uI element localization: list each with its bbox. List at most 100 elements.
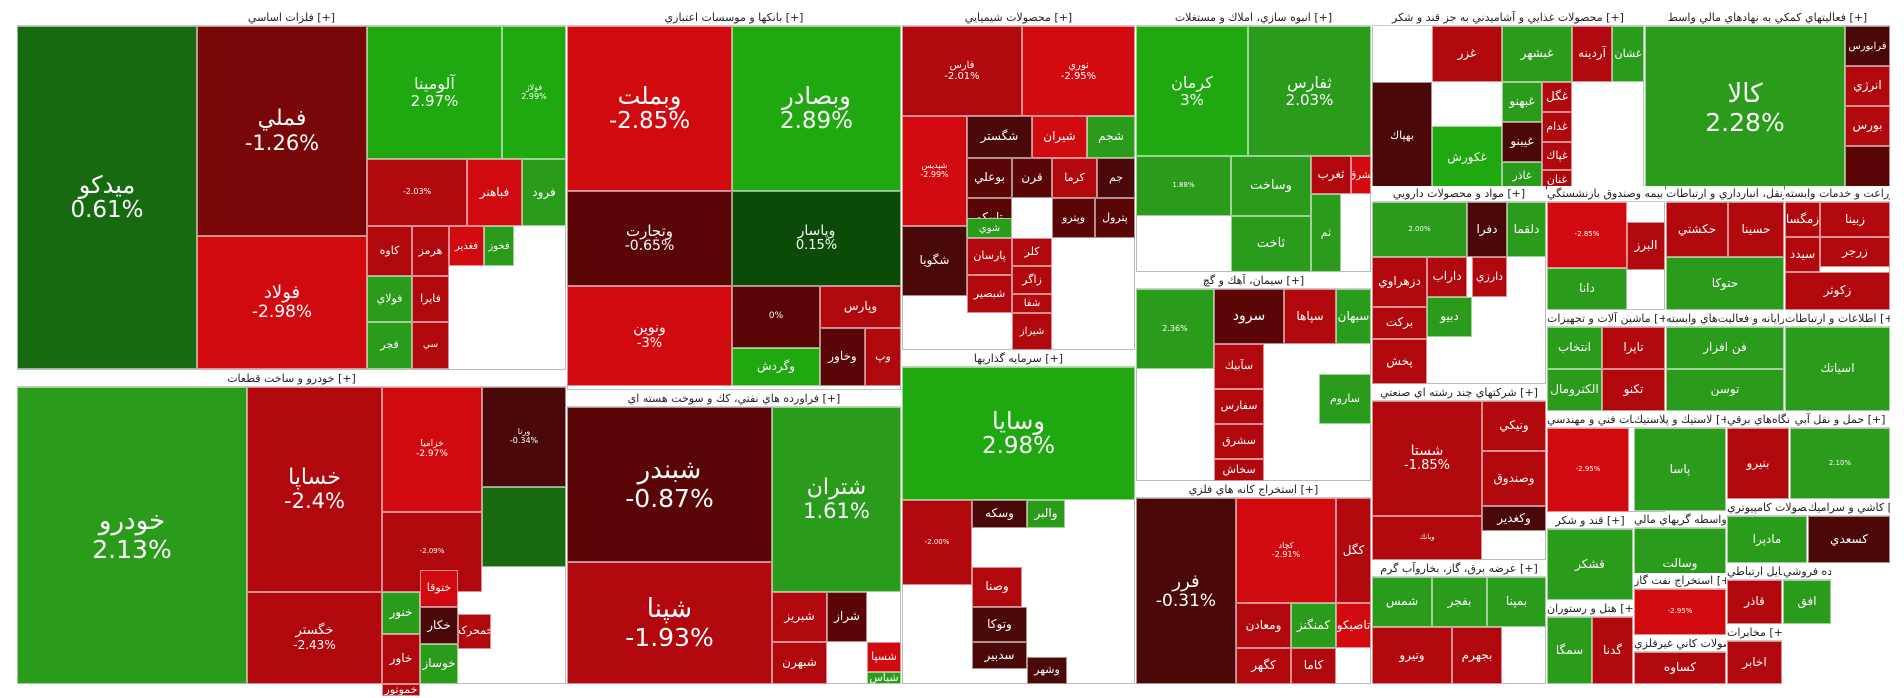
stock-tile[interactable]: فرابورس xyxy=(1845,26,1890,66)
stock-tile[interactable]: فملي -1.26% xyxy=(197,26,367,236)
stock-tile[interactable]: ثشرق xyxy=(1351,156,1371,194)
sector-header[interactable]: محصولات غذايي و آشاميدني به جز قند و شكر… xyxy=(1372,10,1644,26)
stock-tile[interactable]: وكغدير xyxy=(1482,506,1546,531)
stock-tile[interactable]: شتران 1.61% xyxy=(772,407,901,592)
stock-tile[interactable]: شپاس xyxy=(867,672,901,684)
stock-tile[interactable]: غپاك xyxy=(1542,142,1572,170)
stock-tile[interactable]: بركت xyxy=(1372,307,1427,339)
stock-tile[interactable]: كاما xyxy=(1291,648,1336,684)
sector-header[interactable]: قند و شكر [+] xyxy=(1547,513,1633,529)
stock-tile[interactable]: سپاها xyxy=(1284,289,1336,344)
stock-tile[interactable]: سآبيك xyxy=(1214,344,1264,389)
sector-header[interactable]: مواد و محصولات دارويي [+] xyxy=(1372,186,1546,202)
sector-header[interactable]: ماشين آلات و تجهيزات [+] xyxy=(1547,311,1665,327)
stock-tile[interactable]: وپاسار 0.15% xyxy=(732,191,901,286)
stock-tile[interactable]: سي xyxy=(412,322,449,369)
sector-header[interactable]: هتل و رستوران [+] xyxy=(1547,601,1633,617)
stock-tile[interactable]: غكورش xyxy=(1432,126,1502,190)
stock-tile[interactable] xyxy=(1845,146,1890,190)
stock-tile[interactable]: كاوه xyxy=(367,226,412,276)
stock-tile[interactable]: فولاژ 2.99% xyxy=(502,26,566,159)
stock-tile[interactable]: شپنا -1.93% xyxy=(567,562,772,684)
stock-tile[interactable]: فجر xyxy=(367,322,412,369)
stock-tile[interactable]: شبندر -0.87% xyxy=(567,407,772,562)
stock-tile[interactable]: بورس xyxy=(1845,106,1890,146)
stock-tile[interactable]: ساروم xyxy=(1319,374,1371,424)
sector-header[interactable]: رايانه و فعاليت‌هاي وابسته [+] xyxy=(1666,311,1784,327)
stock-tile[interactable]: زكوثر xyxy=(1785,272,1890,310)
sector-header[interactable]: فعاليتهاي كمكي به نهادهاي مالي واسط [+] xyxy=(1645,10,1890,26)
stock-tile[interactable]: كگهر xyxy=(1236,648,1291,684)
sector-header[interactable]: خودرو و ساخت قطعات [+] xyxy=(17,371,566,387)
stock-tile[interactable]: دانا xyxy=(1547,268,1627,310)
stock-tile[interactable]: اخابر xyxy=(1727,641,1782,684)
stock-tile[interactable]: 2.36% xyxy=(1136,289,1214,369)
stock-tile[interactable]: ميدكو 0.61% xyxy=(17,26,197,369)
sector-header[interactable]: محصولات شيميايي [+] xyxy=(902,10,1135,26)
stock-tile[interactable]: افق xyxy=(1783,580,1831,624)
stock-tile[interactable]: دفرا xyxy=(1467,202,1507,257)
stock-tile[interactable]: پاسا xyxy=(1634,428,1726,511)
stock-tile[interactable]: مادپرا xyxy=(1727,516,1807,563)
stock-tile[interactable]: وبانك xyxy=(1372,516,1482,560)
stock-tile[interactable]: خزاميا -2.97% xyxy=(382,387,482,512)
stock-tile[interactable]: فرود xyxy=(522,159,566,226)
stock-tile[interactable]: انرژي xyxy=(1845,66,1890,106)
stock-tile[interactable]: فخوز xyxy=(484,226,514,266)
stock-tile[interactable]: غدام xyxy=(1542,112,1572,142)
stock-tile[interactable]: خساپا -2.4% xyxy=(247,387,382,592)
stock-tile[interactable]: هرمز xyxy=(412,226,449,276)
stock-tile[interactable]: ختوقا xyxy=(420,570,458,607)
sector-header[interactable]: شركتهاي چند رشته اي صنعتي [+] xyxy=(1372,385,1546,401)
stock-tile[interactable]: زمگسا xyxy=(1785,202,1820,237)
stock-tile[interactable]: وسكه xyxy=(972,500,1027,528)
stock-tile[interactable]: جم xyxy=(1097,158,1135,198)
stock-tile[interactable]: سخاش xyxy=(1214,459,1264,481)
stock-tile[interactable]: تاصيكو xyxy=(1336,603,1371,648)
stock-tile[interactable]: فولاد -2.98% xyxy=(197,236,367,369)
stock-tile[interactable]: پخش xyxy=(1372,339,1427,384)
stock-tile[interactable]: زرجر xyxy=(1820,237,1890,267)
stock-tile[interactable]: غگل xyxy=(1542,82,1572,112)
stock-tile[interactable]: شپديس -2.99% xyxy=(902,116,967,226)
stock-tile[interactable]: غيبنو xyxy=(1502,122,1542,162)
stock-tile[interactable]: غبهنو xyxy=(1502,82,1542,122)
sector-header[interactable]: عرضه برق، گاز، بخاروآب گرم [+] xyxy=(1372,561,1546,577)
stock-tile[interactable]: آردينه xyxy=(1572,26,1612,82)
stock-tile[interactable]: فرر -0.31% xyxy=(1136,498,1236,684)
sector-header[interactable]: حمل و نقل آبي [+] xyxy=(1790,412,1890,428)
stock-tile[interactable]: -2.85% xyxy=(1547,202,1627,268)
stock-tile[interactable]: قاذر xyxy=(1727,580,1782,624)
stock-tile[interactable]: خكار xyxy=(420,607,458,644)
stock-tile[interactable]: بهپاك xyxy=(1372,82,1432,190)
stock-tile[interactable]: اسياتك xyxy=(1785,327,1890,411)
stock-tile[interactable]: وبصادر 2.89% xyxy=(732,26,901,191)
stock-tile[interactable]: گدنا xyxy=(1592,617,1633,684)
stock-tile[interactable]: كساوه xyxy=(1634,652,1726,684)
stock-tile[interactable]: خاور xyxy=(382,634,420,684)
stock-tile[interactable]: الكترومال xyxy=(1547,369,1602,411)
sector-header[interactable]: انبوه سازي، املاك و مستغلات [+] xyxy=(1136,10,1371,26)
stock-tile[interactable]: پترول xyxy=(1095,198,1135,238)
stock-tile[interactable]: سبهان xyxy=(1336,289,1371,344)
stock-tile[interactable]: -2.03% xyxy=(367,159,467,226)
sector-header[interactable]: بيمه وصندوق بازنشستگي [+] xyxy=(1547,186,1665,202)
sector-header[interactable]: سرمايه گذاريها [+] xyxy=(902,351,1135,367)
stock-tile[interactable]: -2.95% xyxy=(1547,428,1629,512)
sector-header[interactable]: فلزات اساسي [+] xyxy=(17,10,566,26)
stock-tile[interactable]: خموتور xyxy=(382,684,420,696)
stock-tile[interactable]: خودرو 2.13% xyxy=(17,387,247,684)
stock-tile[interactable]: نوري -2.95% xyxy=(1022,26,1135,116)
sector-header[interactable]: استخراج كانه هاي فلزي [+] xyxy=(1136,482,1371,498)
stock-tile[interactable]: بوعلي xyxy=(967,158,1012,198)
stock-tile[interactable]: 1.88% xyxy=(1136,156,1231,216)
stock-tile[interactable]: وتيرو xyxy=(1372,627,1452,684)
stock-tile[interactable]: ومعادن xyxy=(1236,603,1291,648)
sector-header[interactable]: ماشين آلات و دستگاه‌هاي برقي [+] xyxy=(1727,412,1789,428)
stock-tile[interactable]: غزر xyxy=(1432,26,1502,82)
stock-tile[interactable]: خمحركه xyxy=(458,614,491,649)
sector-header[interactable]: خرده فروشي [+] xyxy=(1783,564,1831,580)
sector-header[interactable]: بانكها و موسسات اعتباري [+] xyxy=(567,10,901,26)
stock-tile[interactable]: تاپرا xyxy=(1602,327,1665,369)
sector-header[interactable]: سيمان، آهك و گچ [+] xyxy=(1136,273,1371,289)
